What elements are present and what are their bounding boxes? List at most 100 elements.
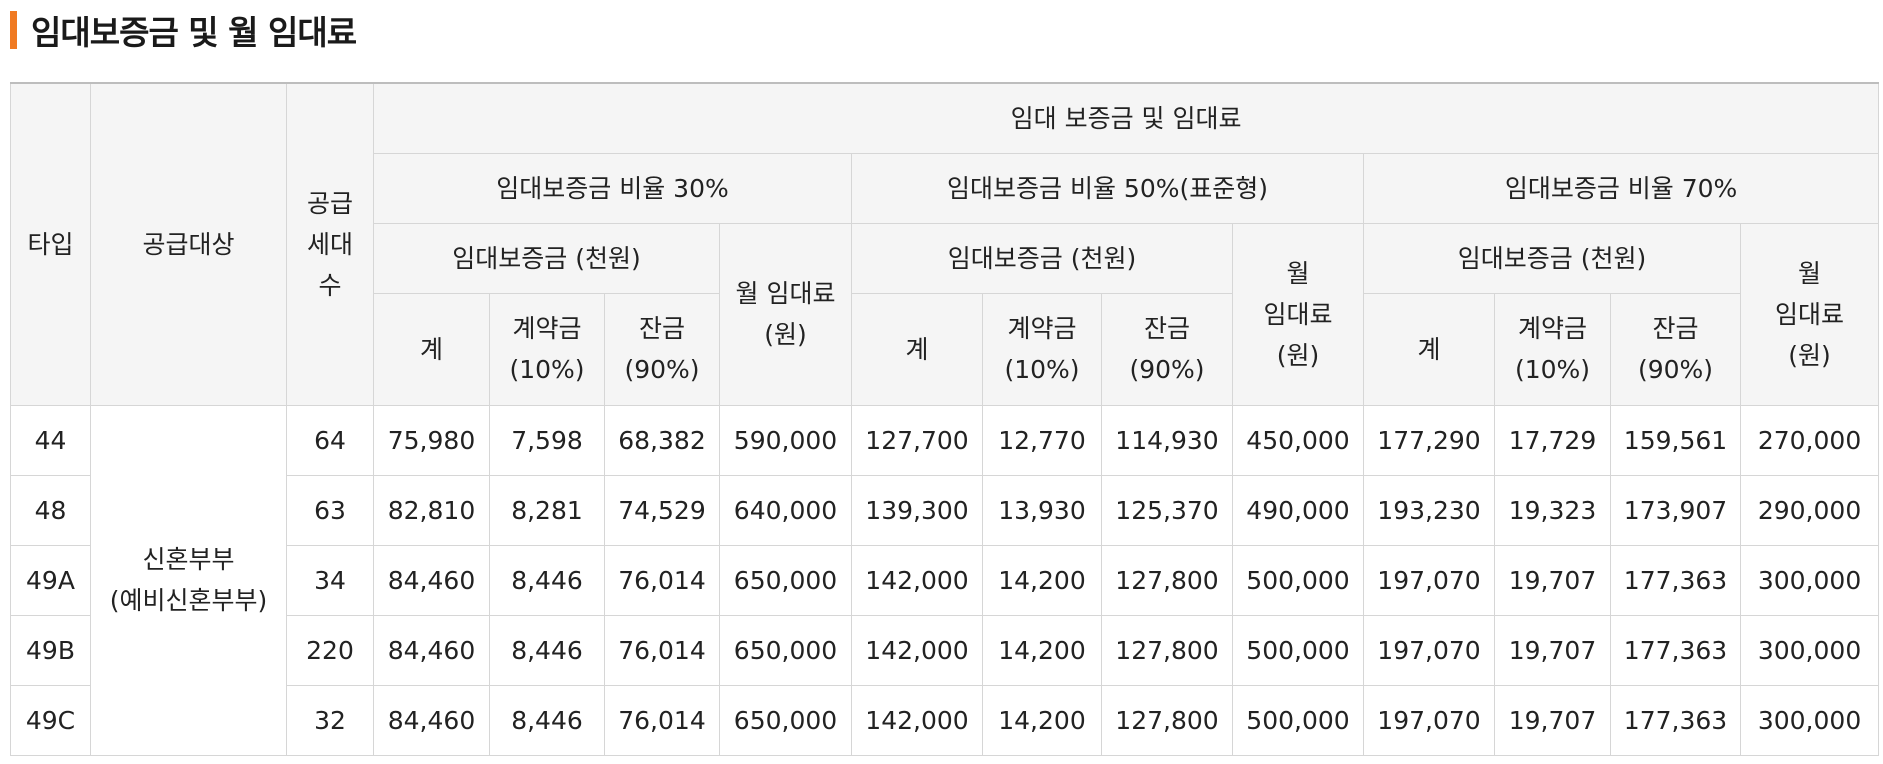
header-contract-line: 계약금: [512, 314, 582, 343]
cell-amount: 17,729: [1494, 404, 1611, 476]
cell-amount: 14,200: [982, 684, 1102, 756]
cell-amount: 8,446: [489, 684, 605, 756]
cell-amount: 84,460: [373, 614, 490, 686]
cell-amount: 74,529: [604, 474, 720, 546]
cell-amount: 84,460: [373, 544, 490, 616]
cell-amount: 139,300: [851, 474, 983, 546]
header-balance-line: 잔금: [638, 314, 685, 343]
table-row: 44 신혼부부 (예비신혼부부) 64 75,980 7,598 68,382 590,000…: [10, 404, 1880, 756]
target-line: 신혼부부: [142, 545, 235, 574]
cell-amount: 173,907: [1610, 474, 1741, 546]
header-units-line: 수: [318, 270, 342, 300]
cell-amount: 177,290: [1363, 404, 1495, 476]
cell-amount: 640,000: [719, 474, 852, 546]
cell-amount: 142,000: [851, 614, 983, 686]
cell-amount: 114,930: [1101, 404, 1233, 476]
cell-amount: 177,363: [1610, 684, 1741, 756]
cell-amount: 127,700: [851, 404, 983, 476]
cell-amount: 650,000: [719, 684, 852, 756]
header-units-line: 공급: [306, 188, 353, 218]
cell-amount: 142,000: [851, 684, 983, 756]
cell-amount: 8,446: [489, 614, 605, 686]
cell-amount: 76,014: [604, 544, 720, 616]
cell-amount: 290,000: [1739, 474, 1880, 546]
header-total: 계: [1363, 292, 1495, 406]
header-type: 타입: [10, 82, 91, 406]
header-deposit-70: 임대보증금 (천원): [1363, 222, 1741, 294]
header-total: 계: [373, 292, 490, 406]
cell-amount: 12,770: [982, 404, 1102, 476]
header-monthly-rent-50: 월 임대료 (원): [1232, 222, 1364, 406]
header-monthly-line: (원): [764, 320, 807, 349]
header-balance-line: (90%): [1129, 355, 1205, 384]
header-contract: 계약금 (10%): [982, 292, 1102, 406]
header-monthly-line: 월: [1798, 258, 1822, 288]
header-monthly-rent-70: 월 임대료 (원): [1739, 222, 1880, 406]
cell-units: 64: [286, 404, 374, 476]
rent-table-body: 44 신혼부부 (예비신혼부부) 64 75,980 7,598 68,382 590,000…: [10, 404, 1880, 756]
cell-amount: 82,810: [373, 474, 490, 546]
cell-amount: 177,363: [1610, 614, 1741, 686]
cell-units: 34: [286, 544, 374, 616]
cell-amount: 76,014: [604, 614, 720, 686]
header-contract-line: 계약금: [1007, 314, 1077, 343]
header-balance-line: (90%): [1637, 355, 1714, 384]
cell-units: 32: [286, 684, 374, 756]
cell-amount: 19,707: [1494, 544, 1611, 616]
cell-amount: 13,930: [982, 474, 1102, 546]
target-line: (예비신혼부부): [109, 586, 268, 615]
cell-amount: 500,000: [1232, 614, 1364, 686]
cell-amount: 270,000: [1739, 404, 1880, 476]
header-ratio-70: 임대보증금 비율 70%: [1362, 152, 1880, 224]
cell-amount: 19,707: [1494, 684, 1611, 756]
header-monthly-line: (원): [1788, 340, 1831, 370]
header-deposit-50: 임대보증금 (천원): [851, 222, 1233, 294]
cell-amount: 127,800: [1101, 614, 1233, 686]
cell-units: 63: [286, 474, 374, 546]
header-contract-line: (10%): [1514, 355, 1591, 384]
cell-amount: 197,070: [1363, 614, 1495, 686]
cell-amount: 127,800: [1101, 684, 1233, 756]
cell-amount: 500,000: [1232, 544, 1364, 616]
cell-amount: 7,598: [489, 404, 605, 476]
cell-type: 49C: [10, 684, 91, 756]
header-contract: 계약금 (10%): [1494, 292, 1611, 406]
cell-amount: 300,000: [1739, 614, 1880, 686]
cell-amount: 19,323: [1494, 474, 1611, 546]
header-contract-line: 계약금: [1517, 314, 1587, 343]
table-row: 49B 220 84,460 8,446 76,014 650,000 142,000 14,…: [10, 614, 1880, 686]
cell-amount: 490,000: [1232, 474, 1364, 546]
page-title: 임대보증금 및 월 임대료: [31, 13, 357, 52]
cell-amount: 8,281: [489, 474, 605, 546]
header-units-line: 세대: [306, 229, 353, 259]
header-monthly-line: (원): [1276, 340, 1320, 370]
table-row: 48 63 82,810 8,281 74,529 640,000 139,300 13,93…: [10, 474, 1880, 546]
cell-amount: 197,070: [1363, 684, 1495, 756]
header-monthly-line: 월: [1286, 258, 1310, 288]
cell-amount: 84,460: [373, 684, 490, 756]
header-contract: 계약금 (10%): [489, 292, 605, 406]
cell-amount: 650,000: [719, 544, 852, 616]
cell-amount: 14,200: [982, 614, 1102, 686]
header-units: 공급 세대 수: [286, 82, 374, 406]
header-balance: 잔금 (90%): [1101, 292, 1233, 406]
header-ratio-50: 임대보증금 비율 50%(표준형): [851, 152, 1364, 224]
cell-amount: 197,070: [1363, 544, 1495, 616]
header-monthly-rent-30: 월 임대료 (원): [719, 222, 852, 406]
cell-amount: 177,363: [1610, 544, 1741, 616]
header-deposit-30: 임대보증금 (천원): [373, 222, 720, 294]
cell-type: 49B: [10, 614, 91, 686]
cell-amount: 193,230: [1363, 474, 1495, 546]
cell-amount: 300,000: [1739, 544, 1880, 616]
cell-amount: 75,980: [373, 404, 490, 476]
header-balance-line: 잔금: [1143, 314, 1190, 343]
cell-units: 220: [286, 614, 374, 686]
cell-amount: 590,000: [719, 404, 852, 476]
cell-amount: 127,800: [1101, 544, 1233, 616]
table-row: 49C 32 84,460 8,446 76,014 650,000 142,000 14,2…: [10, 684, 1880, 756]
header-total: 계: [851, 292, 983, 406]
header-balance-line: 잔금: [1652, 314, 1699, 343]
cell-amount: 19,707: [1494, 614, 1611, 686]
header-group-main: 임대 보증금 및 임대료: [372, 82, 1880, 154]
